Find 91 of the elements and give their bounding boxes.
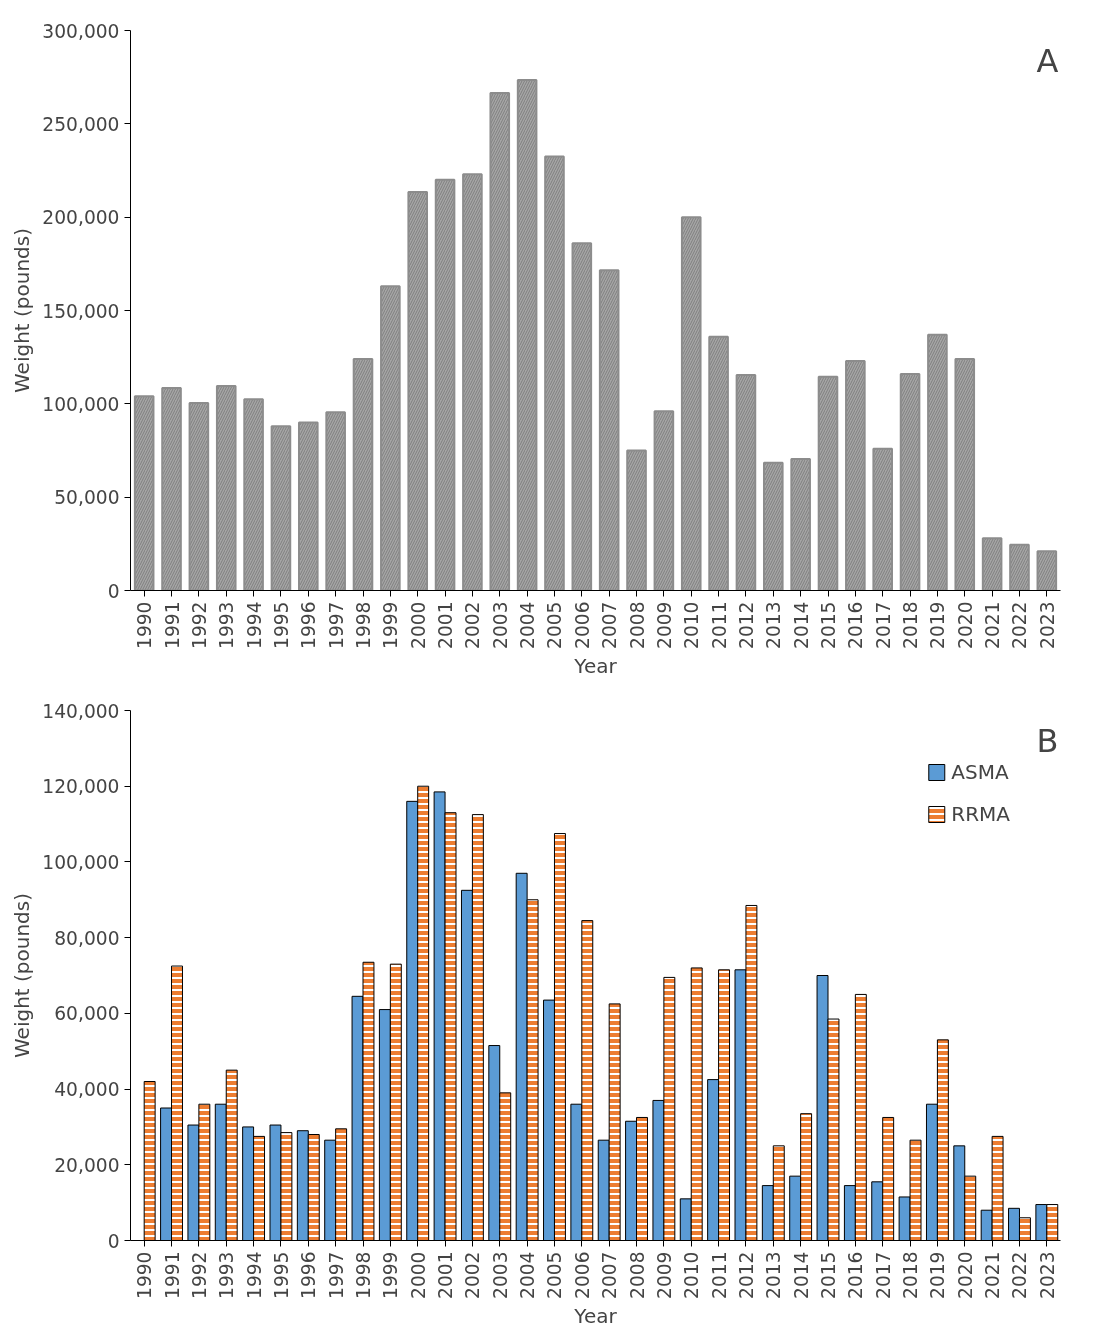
x-tick-label: 2002 bbox=[462, 1251, 484, 1299]
y-tick-label: 20,000 bbox=[54, 1154, 120, 1176]
x-tick-label: 2019 bbox=[927, 1251, 949, 1299]
x-tick-label: 2008 bbox=[626, 1251, 648, 1299]
annotation: B bbox=[1036, 721, 1059, 760]
y-tick-label: 100,000 bbox=[42, 851, 120, 873]
x-tick-label: 2012 bbox=[735, 601, 757, 649]
x-tick-label: 2002 bbox=[462, 601, 484, 649]
y-tick-label: 60,000 bbox=[54, 1003, 120, 1025]
x-tick-label: 2015 bbox=[818, 1251, 839, 1299]
x-tick-label: 1995 bbox=[270, 1251, 292, 1299]
x-tick-label: 2004 bbox=[517, 601, 539, 649]
x-tick-label: 2017 bbox=[872, 1251, 894, 1299]
y-tick-label: 200,000 bbox=[42, 207, 120, 229]
x-tick-label: 1994 bbox=[243, 1251, 265, 1299]
x-tick-label: 2021 bbox=[982, 1251, 1004, 1299]
x-tick-label: 2011 bbox=[708, 1251, 730, 1299]
legend-label: RRMA bbox=[951, 802, 1010, 826]
x-tick-label: 2006 bbox=[571, 1251, 593, 1299]
x-tick-label: 1990 bbox=[134, 1251, 156, 1299]
y-tick-label: 250,000 bbox=[42, 113, 120, 135]
x-axis-title: Year bbox=[573, 1303, 618, 1328]
x-tick-label: 2008 bbox=[626, 601, 648, 649]
x-tick-label: 1992 bbox=[188, 601, 210, 649]
x-tick-label: 1997 bbox=[325, 601, 347, 649]
x-tick-label: 2022 bbox=[1009, 601, 1031, 649]
x-tick-label: 2007 bbox=[599, 601, 621, 649]
x-tick-label: 2022 bbox=[1009, 1251, 1031, 1299]
x-tick-label: 2013 bbox=[763, 601, 785, 649]
x-tick-label: 1998 bbox=[353, 1251, 374, 1299]
x-tick-label: 2003 bbox=[489, 601, 511, 649]
y-tick-label: 0 bbox=[107, 580, 120, 602]
x-tick-label: 1992 bbox=[188, 1251, 210, 1299]
x-tick-label: 2009 bbox=[653, 1251, 675, 1299]
x-tick-label: 1994 bbox=[243, 601, 265, 649]
x-tick-label: 2018 bbox=[900, 601, 922, 649]
y-tick-label: 300,000 bbox=[42, 20, 120, 42]
x-tick-label: 2010 bbox=[681, 601, 703, 649]
x-tick-label: 2015 bbox=[818, 601, 839, 649]
x-axis-title: Year bbox=[573, 653, 618, 678]
x-tick-label: 2016 bbox=[845, 601, 867, 649]
x-tick-label: 2006 bbox=[571, 601, 593, 649]
y-tick-label: 140,000 bbox=[42, 700, 120, 722]
x-tick-label: 1996 bbox=[298, 1251, 320, 1299]
x-tick-label: 2001 bbox=[435, 601, 457, 649]
x-tick-label: 2007 bbox=[599, 1251, 621, 1299]
y-tick-label: 150,000 bbox=[42, 300, 120, 322]
x-tick-label: 2005 bbox=[544, 1251, 566, 1299]
x-tick-label: 1998 bbox=[353, 601, 374, 649]
y-axis-title: Weight (pounds) bbox=[10, 892, 35, 1059]
x-tick-label: 2020 bbox=[954, 1251, 976, 1299]
x-tick-label: 1996 bbox=[298, 601, 320, 649]
x-tick-label: 2017 bbox=[872, 601, 894, 649]
x-tick-label: 2010 bbox=[681, 1251, 703, 1299]
x-tick-label: 1999 bbox=[380, 601, 402, 649]
y-axis-title: Weight (pounds) bbox=[10, 227, 35, 394]
x-tick-label: 1997 bbox=[325, 1251, 347, 1299]
legend-label: ASMA bbox=[951, 760, 1009, 784]
annotation: A bbox=[1036, 41, 1059, 80]
x-tick-label: 1991 bbox=[161, 601, 183, 649]
x-tick-label: 2011 bbox=[708, 601, 730, 649]
x-tick-label: 2009 bbox=[653, 601, 675, 649]
x-tick-label: 2000 bbox=[407, 1251, 429, 1299]
x-tick-label: 2013 bbox=[763, 1251, 785, 1299]
x-tick-label: 2019 bbox=[927, 601, 949, 649]
y-tick-label: 100,000 bbox=[42, 393, 120, 415]
x-tick-label: 2020 bbox=[954, 601, 976, 649]
x-tick-label: 2003 bbox=[489, 1251, 511, 1299]
x-tick-label: 2004 bbox=[517, 1251, 539, 1299]
y-tick-label: 0 bbox=[107, 1230, 120, 1252]
y-tick-label: 80,000 bbox=[54, 927, 120, 949]
y-tick-label: 40,000 bbox=[54, 1079, 120, 1101]
y-tick-label: 120,000 bbox=[42, 776, 120, 798]
x-tick-label: 1993 bbox=[216, 1251, 238, 1299]
x-tick-label: 1995 bbox=[270, 601, 292, 649]
x-tick-label: 2023 bbox=[1036, 1251, 1058, 1299]
x-tick-label: 2001 bbox=[435, 1251, 457, 1299]
x-tick-label: 1999 bbox=[380, 1251, 402, 1299]
x-tick-label: 1991 bbox=[161, 1251, 183, 1299]
x-tick-label: 2005 bbox=[544, 601, 566, 649]
y-tick-label: 50,000 bbox=[54, 487, 120, 509]
x-tick-label: 2000 bbox=[407, 601, 429, 649]
x-tick-label: 2021 bbox=[982, 601, 1004, 649]
x-tick-label: 2014 bbox=[790, 601, 812, 649]
x-tick-label: 1990 bbox=[134, 601, 156, 649]
x-tick-label: 2023 bbox=[1036, 601, 1058, 649]
x-tick-label: 2014 bbox=[790, 1251, 812, 1299]
x-tick-label: 1993 bbox=[216, 601, 238, 649]
x-tick-label: 2016 bbox=[845, 1251, 867, 1299]
x-tick-label: 2012 bbox=[735, 1251, 757, 1299]
x-tick-label: 2018 bbox=[900, 1251, 922, 1299]
